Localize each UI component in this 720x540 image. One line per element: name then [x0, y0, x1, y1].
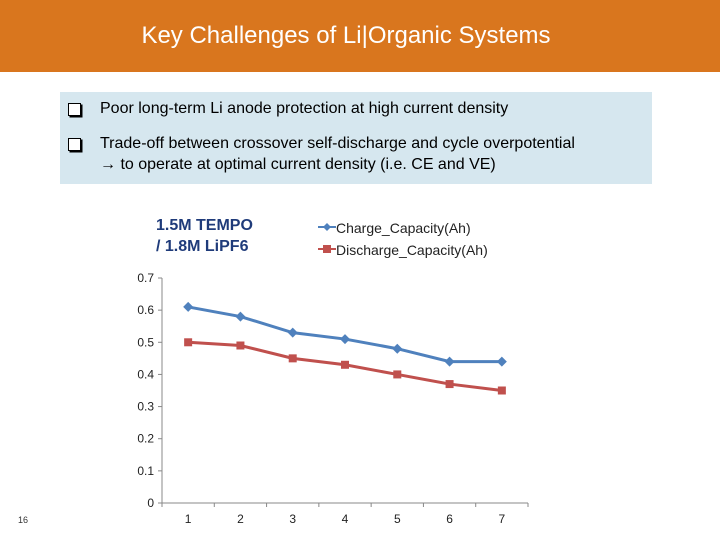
- bullet-box: Poor long-term Li anode protection at hi…: [60, 92, 652, 184]
- data-point-diamond: [287, 327, 298, 338]
- chart-annotation-line: / 1.8M LiPF6: [156, 238, 249, 255]
- data-point-diamond: [392, 343, 403, 354]
- data-point-diamond: [444, 356, 455, 367]
- data-point-square: [497, 386, 506, 395]
- y-tick-label: 0.2: [137, 432, 154, 446]
- y-tick-label: 0.5: [137, 335, 154, 349]
- chart-annotation-line: 1.5M TEMPO: [156, 217, 253, 234]
- data-point-diamond: [340, 334, 350, 345]
- data-point-square: [445, 380, 454, 389]
- bullet-text: Trade-off between crossover self-dischar…: [100, 135, 575, 152]
- data-point-square: [341, 360, 349, 369]
- slide-title: Key Challenges of Li|Organic Systems: [141, 22, 551, 49]
- data-point-square: [288, 354, 297, 363]
- bullet-text: Poor long-term Li anode protection at hi…: [100, 100, 509, 117]
- x-tick-label: 5: [394, 512, 401, 526]
- x-tick-label: 3: [289, 512, 296, 526]
- square-marker-icon: [318, 245, 336, 253]
- y-tick-label: 0: [147, 496, 154, 510]
- data-point-square: [236, 341, 245, 350]
- y-tick-label: 0.1: [137, 464, 154, 478]
- x-tick-label: 4: [342, 512, 349, 526]
- chart-annotation: 1.5M TEMPO / 1.8M LiPF6: [156, 215, 253, 257]
- diamond-marker-icon: [318, 223, 336, 231]
- x-tick-label: 7: [499, 512, 506, 526]
- data-point-diamond: [183, 301, 194, 312]
- x-tick-label: 1: [185, 512, 192, 526]
- bullet-text: → to operate at optimal current density …: [100, 156, 496, 173]
- y-tick-label: 0.7: [137, 271, 154, 285]
- y-tick-label: 0.4: [137, 367, 154, 381]
- y-tick-label: 0.6: [137, 303, 154, 317]
- page-number: 16: [18, 515, 29, 525]
- checkbox-bullet-icon: [68, 103, 81, 116]
- x-tick-label: 6: [446, 512, 453, 526]
- legend-label: Discharge_Capacity(Ah): [336, 242, 488, 258]
- data-point-diamond: [235, 311, 246, 322]
- title-bar: Key Challenges of Li|Organic Systems: [0, 0, 720, 72]
- data-point-square: [393, 370, 402, 379]
- y-tick-label: 0.3: [137, 400, 154, 414]
- x-tick-label: 2: [237, 512, 244, 526]
- data-point-square: [184, 338, 193, 347]
- data-point-diamond: [496, 356, 507, 367]
- checkbox-bullet-icon: [68, 138, 81, 151]
- legend-label: Charge_Capacity(Ah): [336, 220, 471, 236]
